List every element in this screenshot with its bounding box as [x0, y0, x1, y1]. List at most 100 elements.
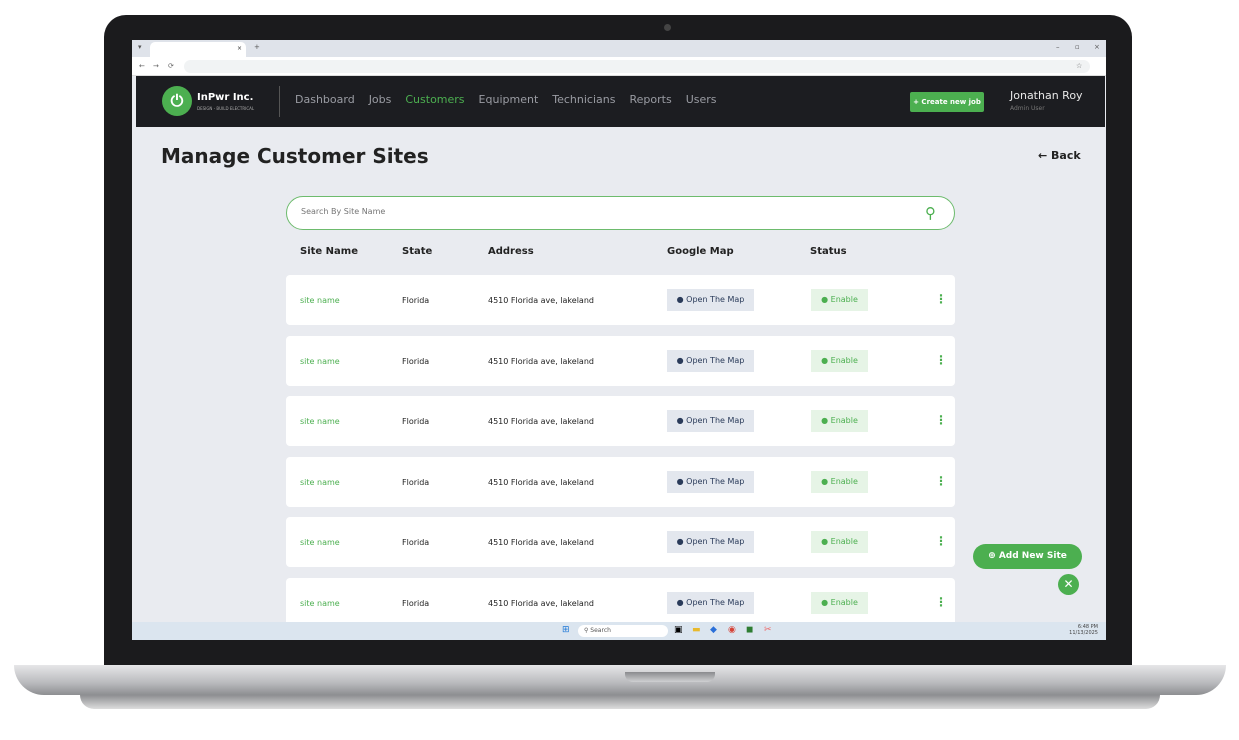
nav-links: Dashboard Jobs Customers Equipment Techn… [295, 93, 717, 106]
browser-toolbar: ← → ⟳ ☆ [132, 57, 1106, 76]
new-tab-icon[interactable]: + [254, 43, 260, 51]
column-header-status: Status [810, 246, 847, 257]
address-bar[interactable] [184, 60, 1090, 73]
power-logo-icon[interactable]: ⏻ [162, 86, 192, 116]
nav-customers[interactable]: Customers [405, 93, 465, 106]
column-header-google-map: Google Map [667, 246, 734, 257]
add-new-site-button[interactable]: ⊕ Add New Site [973, 544, 1082, 569]
state-cell: Florida [402, 417, 430, 426]
tab-close-icon[interactable]: × [236, 45, 242, 52]
table-row: site name Florida 4510 Florida ave, lake… [286, 517, 955, 567]
laptop-base-bottom [80, 695, 1160, 709]
column-header-address: Address [488, 246, 534, 257]
site-name-link[interactable]: site name [300, 417, 340, 426]
task-view-icon[interactable]: ▣ [674, 625, 683, 635]
status-badge[interactable]: ● Enable [811, 470, 868, 493]
search-box: ⚲ [286, 196, 955, 230]
minimize-icon[interactable]: – [1056, 43, 1060, 51]
taskbar-search[interactable]: ⚲ Search [578, 625, 668, 637]
open-map-button[interactable]: ● Open The Map [667, 349, 754, 372]
table-row: site name Florida 4510 Florida ave, lake… [286, 275, 955, 325]
site-name-link[interactable]: site name [300, 538, 340, 547]
site-name-link[interactable]: site name [300, 356, 340, 366]
nav-users[interactable]: Users [685, 93, 717, 106]
nav-dashboard[interactable]: Dashboard [295, 93, 355, 106]
top-nav: ⏻ InPwr Inc. DESIGN - BUILD ELECTRICAL D… [136, 76, 1105, 127]
state-cell: Florida [402, 477, 430, 487]
more-options-icon[interactable]: ⋮ [935, 473, 947, 488]
nav-equipment[interactable]: Equipment [478, 93, 539, 106]
table-row: site name Florida 4510 Florida ave, lake… [286, 335, 955, 386]
state-cell: Florida [402, 598, 430, 608]
taskbar-clock[interactable]: 6:48 PM 11/13/2025 [1069, 624, 1098, 636]
address-cell: 4510 Florida ave, lakeland [488, 538, 594, 547]
column-header-site-name: Site Name [300, 246, 358, 257]
clock-time: 6:48 PM [1077, 624, 1098, 630]
status-badge[interactable]: ● Enable [811, 289, 868, 311]
open-map-button[interactable]: ● Open The Map [667, 531, 754, 553]
bookmark-star-icon[interactable]: ☆ [1076, 62, 1083, 70]
laptop-notch [625, 672, 715, 682]
more-options-icon[interactable]: ⋮ [935, 413, 947, 427]
open-map-button[interactable]: ● Open The Map [667, 289, 754, 311]
chrome-icon[interactable]: ◉ [728, 625, 736, 635]
address-cell: 4510 Florida ave, lakeland [488, 477, 594, 487]
snipping-tool-icon[interactable]: ✂ [764, 625, 772, 635]
open-map-button[interactable]: ● Open The Map [667, 470, 754, 493]
open-map-button[interactable]: ● Open The Map [667, 591, 754, 614]
restore-icon[interactable]: ▫ [1075, 43, 1080, 51]
clock-date: 11/13/2025 [1069, 630, 1098, 636]
create-new-job-button[interactable]: + Create new job [910, 92, 984, 112]
more-options-icon[interactable]: ⋮ [935, 352, 947, 367]
nav-divider [279, 86, 280, 117]
page-title: Manage Customer Sites [161, 144, 429, 168]
more-options-icon[interactable]: ⋮ [935, 534, 947, 548]
more-options-icon[interactable]: ⋮ [935, 594, 947, 609]
close-fab-button[interactable]: ✕ [1058, 574, 1079, 595]
more-options-icon[interactable]: ⋮ [935, 292, 947, 306]
status-badge[interactable]: ● Enable [811, 591, 868, 614]
browser-tabstrip: ▾ × + – ▫ × [132, 40, 1106, 57]
back-arrow-icon[interactable]: ← [139, 62, 145, 70]
column-header-state: State [402, 246, 433, 257]
state-cell: Florida [402, 296, 430, 305]
user-role: Admin User [1010, 105, 1045, 112]
status-badge[interactable]: ● Enable [811, 349, 868, 372]
nav-reports[interactable]: Reports [629, 93, 672, 106]
webcam [664, 24, 671, 31]
back-button[interactable]: ← Back [1038, 149, 1081, 162]
address-cell: 4510 Florida ave, lakeland [488, 296, 594, 305]
address-cell: 4510 Florida ave, lakeland [488, 598, 594, 608]
nav-technicians[interactable]: Technicians [552, 93, 616, 106]
table-row: site name Florida 4510 Florida ave, lake… [286, 456, 955, 507]
address-cell: 4510 Florida ave, lakeland [488, 417, 594, 426]
site-name-link[interactable]: site name [300, 477, 340, 487]
browser-tab[interactable]: × [150, 42, 246, 57]
user-name[interactable]: Jonathan Roy [1010, 89, 1083, 102]
table-row: site name Florida 4510 Florida ave, lake… [286, 396, 955, 446]
table-row: site name Florida 4510 Florida ave, lake… [286, 577, 955, 628]
open-map-button[interactable]: ● Open The Map [667, 410, 754, 432]
address-cell: 4510 Florida ave, lakeland [488, 356, 594, 366]
windows-start-icon[interactable]: ⊞ [562, 625, 570, 635]
status-badge[interactable]: ● Enable [811, 410, 868, 432]
state-cell: Florida [402, 538, 430, 547]
brand-tagline: DESIGN - BUILD ELECTRICAL [197, 106, 255, 111]
state-cell: Florida [402, 356, 430, 366]
reload-icon[interactable]: ⟳ [168, 62, 174, 70]
status-badge[interactable]: ● Enable [811, 531, 868, 553]
window-close-icon[interactable]: × [1094, 43, 1100, 51]
app-icon[interactable]: ◆ [710, 625, 717, 635]
site-name-link[interactable]: site name [300, 296, 340, 305]
tab-menu-icon[interactable]: ▾ [138, 43, 142, 51]
search-input[interactable] [301, 207, 901, 216]
excel-icon[interactable]: ◼ [746, 625, 754, 635]
taskbar: ⊞ ⚲ Search ▣ ▬ ◆ ◉ ◼ ✂ 6:48 PM 11/13/2025 [132, 622, 1106, 640]
screen: ▾ × + – ▫ × ← → ⟳ ☆ ⏻ InPwr Inc. DESIGN … [132, 40, 1106, 640]
nav-jobs[interactable]: Jobs [368, 93, 392, 106]
site-name-link[interactable]: site name [300, 598, 340, 608]
laptop-base [14, 665, 1226, 695]
forward-arrow-icon[interactable]: → [153, 62, 159, 70]
search-icon[interactable]: ⚲ [925, 204, 936, 222]
file-explorer-icon[interactable]: ▬ [692, 625, 701, 635]
